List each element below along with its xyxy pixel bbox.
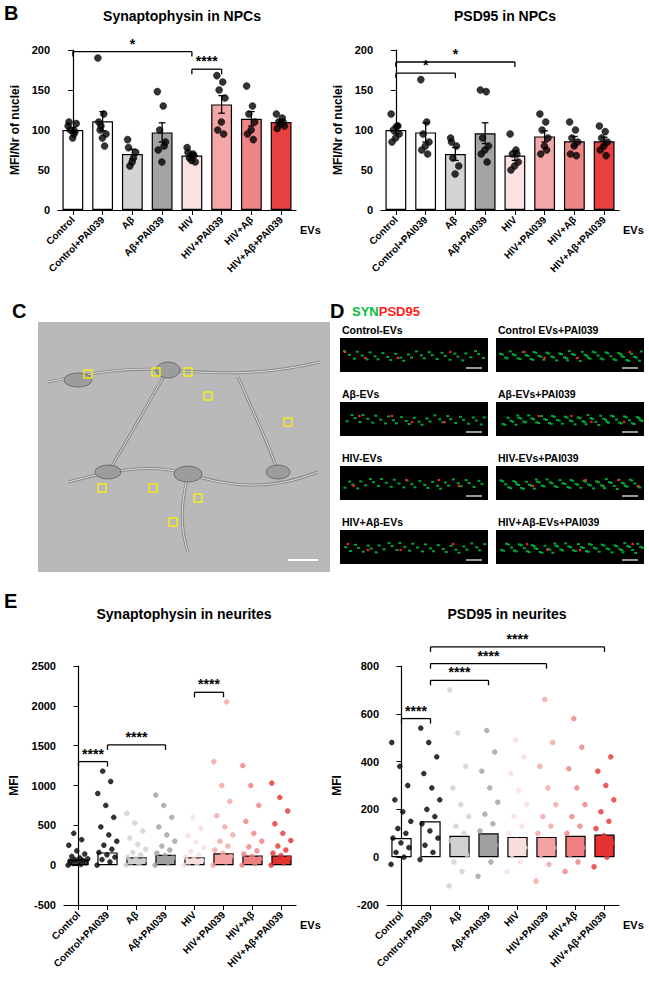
svg-text:****: ****: [478, 648, 500, 664]
html-text:B: B: [4, 2, 19, 24]
svg-text:HIV+PAI039: HIV+PAI039: [181, 909, 228, 956]
svg-text:HIV: HIV: [499, 214, 519, 234]
svg-text:HIV+PAI039: HIV+PAI039: [502, 214, 549, 261]
svg-text:Control+PAI039: Control+PAI039: [46, 214, 106, 274]
svg-text:MFI: MFI: [330, 775, 344, 796]
svg-text:****: ****: [198, 676, 220, 692]
svg-text:MFI/Nr of nuclei: MFI/Nr of nuclei: [8, 85, 22, 175]
svg-text:MFI: MFI: [7, 775, 21, 796]
svg-text:Aβ: Aβ: [123, 909, 140, 926]
html-text:E: E: [4, 590, 18, 612]
svg-text:Control EVs+PAI039: Control EVs+PAI039: [498, 324, 599, 336]
svg-text:PSD95 in NPCs: PSD95 in NPCs: [454, 8, 556, 24]
svg-text:HIV+PAI039: HIV+PAI039: [504, 909, 551, 956]
svg-text:EVs: EVs: [623, 919, 644, 931]
svg-text:EVs: EVs: [623, 224, 644, 236]
svg-text:HIV: HIV: [179, 909, 199, 929]
svg-text:400: 400: [361, 756, 379, 768]
svg-text:*: *: [423, 57, 429, 73]
svg-text:Aβ+PAI039: Aβ+PAI039: [122, 214, 167, 259]
svg-text:HIV+Aβ+PAI039: HIV+Aβ+PAI039: [548, 909, 609, 970]
svg-text:****: ****: [196, 53, 218, 69]
svg-text:Aβ+PAI039: Aβ+PAI039: [125, 909, 170, 954]
svg-text:50: 50: [361, 164, 373, 176]
svg-text:*: *: [453, 46, 459, 62]
svg-text:Control+PAI039: Control+PAI039: [374, 909, 434, 969]
svg-text:0: 0: [50, 859, 56, 871]
svg-text:Synaptophysin in neurites: Synaptophysin in neurites: [96, 606, 271, 622]
svg-text:Control-EVs: Control-EVs: [342, 324, 403, 336]
svg-text:1500: 1500: [32, 740, 56, 752]
svg-text:Aβ+PAI039: Aβ+PAI039: [448, 909, 493, 954]
svg-text:HIV+Aβ+PAI039: HIV+Aβ+PAI039: [548, 214, 609, 275]
svg-text:0: 0: [367, 204, 373, 216]
svg-text:HIV: HIV: [176, 214, 196, 234]
html-text:D SYN PSD95: D SYN PSD95: [330, 300, 420, 322]
svg-text:Control+PAI039: Control+PAI039: [51, 909, 111, 969]
svg-text:2000: 2000: [32, 700, 56, 712]
svg-text:600: 600: [361, 708, 379, 720]
svg-text:*: *: [130, 36, 136, 52]
svg-text:Aβ: Aβ: [446, 909, 463, 926]
svg-text:HIV+Aβ+PAI039: HIV+Aβ+PAI039: [225, 214, 286, 275]
svg-text:-500: -500: [34, 899, 56, 911]
svg-text:200: 200: [355, 44, 373, 56]
svg-text:Aβ+PAI039: Aβ+PAI039: [445, 214, 490, 259]
svg-text:****: ****: [449, 664, 471, 680]
svg-text:HIV+Aβ-EVs+PAI039: HIV+Aβ-EVs+PAI039: [498, 516, 600, 528]
svg-text:150: 150: [355, 84, 373, 96]
svg-text:500: 500: [38, 819, 56, 831]
svg-text:HIV+Aβ+PAI039: HIV+Aβ+PAI039: [225, 909, 286, 970]
svg-text:EVs: EVs: [300, 919, 321, 931]
svg-text:HIV: HIV: [502, 909, 522, 929]
svg-text:MFI/Nr of nuclei: MFI/Nr of nuclei: [331, 85, 345, 175]
svg-text:150: 150: [32, 84, 50, 96]
svg-text:800: 800: [361, 660, 379, 672]
svg-text:****: ****: [507, 631, 529, 647]
svg-text:PSD95 in neurites: PSD95 in neurites: [447, 606, 566, 622]
html-text:C: C: [12, 300, 27, 322]
svg-text:200: 200: [32, 44, 50, 56]
svg-text:100: 100: [32, 124, 50, 136]
svg-text:Control+PAI039: Control+PAI039: [369, 214, 429, 274]
svg-text:50: 50: [38, 164, 50, 176]
svg-text:HIV-EVs: HIV-EVs: [342, 452, 382, 464]
svg-text:Aβ-EVs: Aβ-EVs: [342, 388, 379, 400]
svg-text:HIV+PAI039: HIV+PAI039: [179, 214, 226, 261]
svg-text:Aβ: Aβ: [119, 214, 136, 231]
svg-text:****: ****: [126, 729, 148, 745]
svg-text:Aβ-EVs+PAI039: Aβ-EVs+PAI039: [498, 388, 576, 400]
svg-text:0: 0: [44, 204, 50, 216]
svg-text:-200: -200: [357, 899, 379, 911]
svg-text:HIV+Aβ-EVs: HIV+Aβ-EVs: [342, 516, 403, 528]
svg-text:0: 0: [373, 851, 379, 863]
svg-text:Synaptophysin in NPCs: Synaptophysin in NPCs: [103, 8, 261, 24]
svg-text:200: 200: [361, 803, 379, 815]
svg-text:HIV-EVs+PAI039: HIV-EVs+PAI039: [498, 452, 579, 464]
svg-text:EVs: EVs: [300, 224, 321, 236]
svg-text:100: 100: [355, 124, 373, 136]
svg-text:2500: 2500: [32, 660, 56, 672]
svg-text:****: ****: [405, 703, 427, 719]
svg-text:1000: 1000: [32, 780, 56, 792]
svg-text:Aβ: Aβ: [442, 214, 459, 231]
svg-text:****: ****: [82, 746, 104, 762]
